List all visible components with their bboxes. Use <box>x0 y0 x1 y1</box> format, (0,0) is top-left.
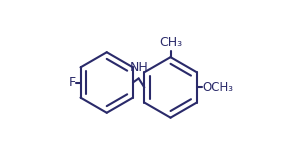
Text: NH: NH <box>130 61 149 74</box>
Text: F: F <box>69 76 76 89</box>
Text: CH₃: CH₃ <box>159 36 182 49</box>
Text: OCH₃: OCH₃ <box>202 81 234 94</box>
